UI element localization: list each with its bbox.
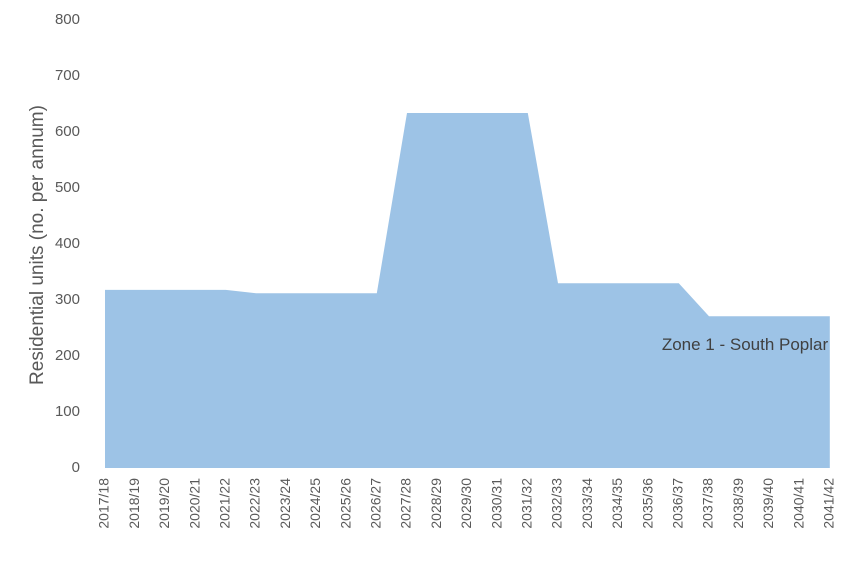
x-tick-label: 2022/23 <box>247 478 263 529</box>
x-tick-label: 2026/27 <box>368 478 384 529</box>
y-tick-label: 600 <box>55 123 80 140</box>
y-tick-label: 0 <box>72 459 80 476</box>
x-tick-label: 2036/37 <box>670 478 686 529</box>
y-tick-label: 100 <box>55 403 80 420</box>
y-axis-label: Residential units (no. per annum) <box>27 105 48 385</box>
y-tick-label: 500 <box>55 179 80 196</box>
x-tick-label: 2040/41 <box>790 478 806 529</box>
y-tick-label: 700 <box>55 67 80 84</box>
x-tick-label: 2031/32 <box>519 478 535 529</box>
x-tick-label: 2032/33 <box>549 478 565 529</box>
x-tick-label: 2020/21 <box>186 478 202 529</box>
x-tick-label: 2030/31 <box>488 478 504 529</box>
x-tick-label: 2024/25 <box>307 478 323 529</box>
x-tick-label: 2019/20 <box>156 478 172 529</box>
y-tick-label: 400 <box>55 235 80 252</box>
y-tick-label: 800 <box>55 11 80 28</box>
x-tick-label: 2021/22 <box>217 478 233 529</box>
annotation: Zone 1 - South Poplar <box>661 335 829 354</box>
x-tick-label: 2035/36 <box>639 478 655 529</box>
x-tick-label: 2041/42 <box>821 478 837 529</box>
x-tick-label: 2018/19 <box>126 478 142 529</box>
x-tick-label: 2025/26 <box>337 478 353 529</box>
x-tick-label: 2039/40 <box>760 478 776 529</box>
x-tick-label: 2034/35 <box>609 478 625 529</box>
x-tick-label: 2023/24 <box>277 478 293 529</box>
x-tick-label: 2027/28 <box>398 478 414 529</box>
y-tick-label: 300 <box>55 291 80 308</box>
x-tick-label: 2037/38 <box>700 478 716 529</box>
x-tick-label: 2028/29 <box>428 478 444 529</box>
x-tick-label: 2029/30 <box>458 478 474 529</box>
x-tick-label: 2033/34 <box>579 478 595 529</box>
area <box>105 112 830 469</box>
x-tick-label: 2038/39 <box>730 478 746 529</box>
y-tick-label: 200 <box>55 347 80 364</box>
x-tick-label: 2017/18 <box>96 478 112 529</box>
